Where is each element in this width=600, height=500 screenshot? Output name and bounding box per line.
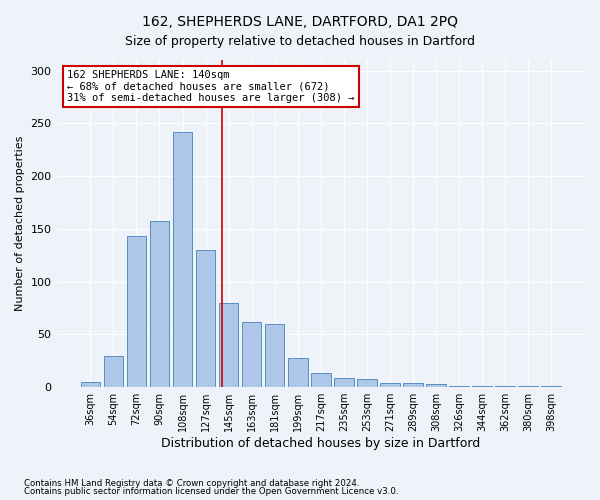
Bar	[426, 384, 446, 387]
Bar	[242, 322, 262, 387]
Bar	[380, 383, 400, 387]
Bar	[449, 386, 469, 387]
Text: 162, SHEPHERDS LANE, DARTFORD, DA1 2PQ: 162, SHEPHERDS LANE, DARTFORD, DA1 2PQ	[142, 15, 458, 29]
Bar	[265, 324, 284, 387]
Bar	[219, 303, 238, 387]
Bar	[80, 382, 100, 387]
X-axis label: Distribution of detached houses by size in Dartford: Distribution of detached houses by size …	[161, 437, 481, 450]
Bar	[149, 222, 169, 387]
Bar	[173, 132, 193, 387]
Bar	[311, 374, 331, 387]
Bar	[334, 378, 353, 387]
Bar	[127, 236, 146, 387]
Bar	[472, 386, 492, 387]
Text: 162 SHEPHERDS LANE: 140sqm
← 68% of detached houses are smaller (672)
31% of sem: 162 SHEPHERDS LANE: 140sqm ← 68% of deta…	[67, 70, 355, 103]
Bar	[104, 356, 123, 387]
Bar	[196, 250, 215, 387]
Bar	[496, 386, 515, 387]
Text: Size of property relative to detached houses in Dartford: Size of property relative to detached ho…	[125, 35, 475, 48]
Y-axis label: Number of detached properties: Number of detached properties	[15, 136, 25, 312]
Bar	[403, 383, 423, 387]
Bar	[541, 386, 561, 387]
Bar	[288, 358, 308, 387]
Text: Contains public sector information licensed under the Open Government Licence v3: Contains public sector information licen…	[24, 487, 398, 496]
Bar	[518, 386, 538, 387]
Bar	[357, 379, 377, 387]
Text: Contains HM Land Registry data © Crown copyright and database right 2024.: Contains HM Land Registry data © Crown c…	[24, 478, 359, 488]
